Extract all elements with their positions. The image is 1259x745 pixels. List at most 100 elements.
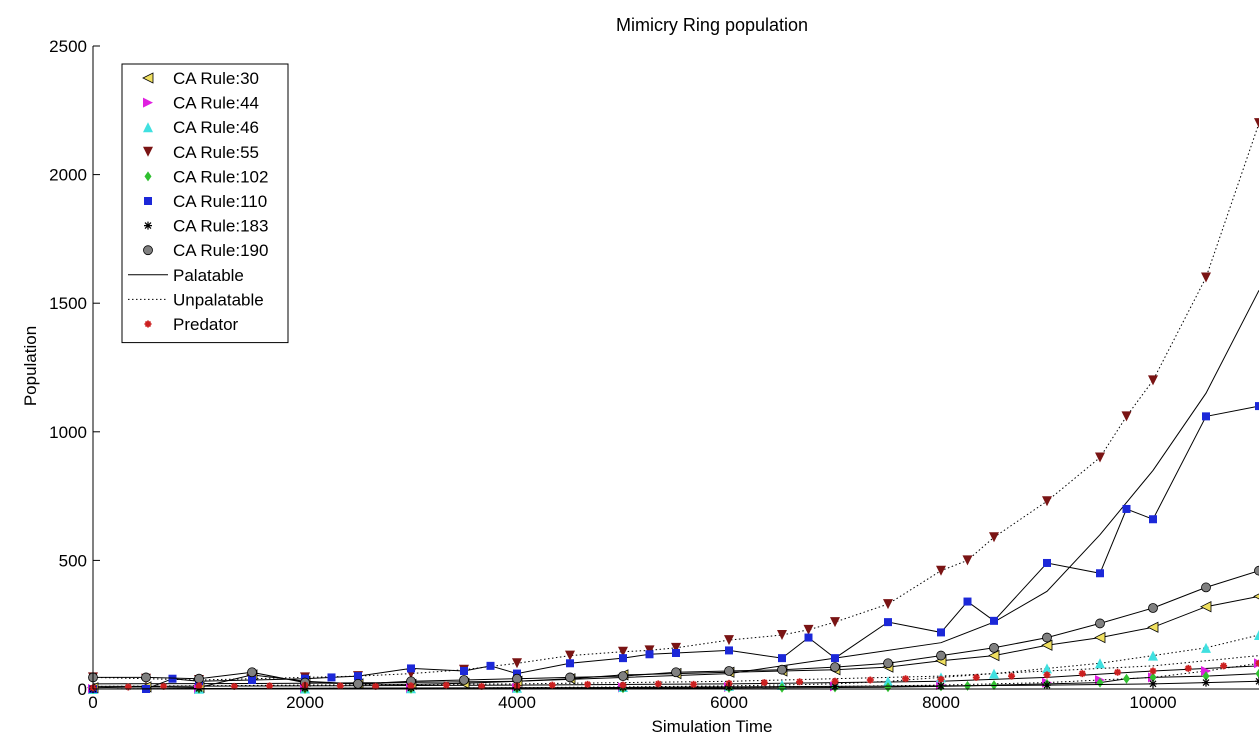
data-point-ca-rule-102 [778,682,786,693]
data-point-predator [796,678,804,686]
legend-label: Unpalatable [173,290,264,309]
legend: CA Rule:30 CA Rule:44 CA Rule:46 CA Rule:55… [121,63,289,344]
data-point-ca-rule-110 [884,618,892,627]
x-tick-label: 0 [88,693,97,712]
data-point-predator [1114,668,1122,676]
data-point-ca-rule-110 [460,666,468,675]
legend-marker-swatch [144,221,152,230]
data-point-ca-rule-190 [247,667,257,678]
data-point-ca-rule-183 [1043,681,1051,690]
background-line-0 [92,290,1259,685]
data-point-ca-rule-30 [988,649,1000,662]
data-point-ca-rule-190 [883,658,893,669]
y-tick-label: 1500 [49,294,87,313]
data-point-predator [195,682,203,690]
y-tick-label: 0 [78,680,87,699]
legend-label: CA Rule:102 [173,167,268,186]
legend-entry-ca-rule-55: CA Rule:55 [143,143,259,162]
data-point-ca-rule-46 [1095,658,1105,669]
x-axis-label: Simulation Time [652,717,773,736]
y-tick-label: 1000 [49,423,87,442]
series-ca-rule-110 [89,402,1259,693]
data-point-ca-rule-55 [830,617,840,628]
legend-marker-swatch [144,197,152,205]
data-point-ca-rule-55 [989,532,999,543]
data-point-predator [937,675,945,683]
data-point-ca-rule-44 [1201,665,1211,676]
data-point-ca-rule-102 [1202,671,1210,682]
data-point-ca-rule-102 [1255,668,1259,679]
data-point-ca-rule-46 [1254,629,1259,640]
data-point-ca-rule-110 [168,674,177,683]
data-point-ca-rule-55 [1201,272,1211,283]
legend-label: Predator [173,315,239,334]
data-point-ca-rule-30 [1094,631,1106,644]
data-point-ca-rule-110 [672,648,680,657]
data-point-ca-rule-46 [1042,663,1052,674]
data-point-predator [831,677,839,685]
data-point-ca-rule-55 [803,624,814,635]
data-point-predator [1149,667,1157,675]
data-point-ca-rule-102 [1123,673,1130,684]
legend-entry-palatable: Palatable [128,266,244,285]
data-point-predator [1184,664,1192,672]
series-line-ca-rule-110 [93,405,1259,690]
data-point-ca-rule-110 [831,654,839,663]
data-point-ca-rule-110 [248,675,256,684]
legend-entry-ca-rule-44: CA Rule:44 [143,94,259,113]
legend-label: CA Rule:183 [173,217,268,236]
data-point-ca-rule-190 [777,664,787,675]
legend-entry-ca-rule-102: CA Rule:102 [144,167,268,186]
data-point-ca-rule-183 [1255,677,1259,686]
data-point-ca-rule-55 [936,565,946,576]
data-point-ca-rule-190 [1148,603,1158,613]
data-point-ca-rule-55 [565,650,575,661]
data-point-ca-rule-110 [619,654,627,663]
series-line-ca-rule-190 [93,570,1259,685]
data-point-ca-rule-55 [1121,411,1132,422]
y-tick-label: 500 [59,551,87,570]
data-point-ca-rule-190 [512,673,522,684]
legend-marker-swatch [144,171,152,182]
x-tick-label: 8000 [922,693,960,712]
data-point-ca-rule-110 [1096,569,1104,578]
series-ca-rule-30 [87,593,1259,694]
legend-entry-ca-rule-46: CA Rule:46 [143,118,259,137]
data-point-ca-rule-110 [725,646,733,655]
legend-marker-swatch [142,72,154,84]
x-tick-label: 10000 [1129,693,1176,712]
data-point-ca-rule-110 [486,661,495,670]
data-point-ca-rule-110 [1043,558,1051,567]
legend-label: CA Rule:55 [173,143,259,162]
data-point-ca-rule-46 [883,676,893,687]
data-point-ca-rule-55 [962,555,973,566]
data-point-ca-rule-55 [777,629,787,640]
data-point-predator [760,679,768,687]
data-point-ca-rule-55 [618,646,628,657]
legend-marker-swatch [143,146,153,157]
data-point-ca-rule-46 [989,668,999,679]
data-point-ca-rule-110 [407,664,415,673]
data-point-ca-rule-30 [1147,621,1159,633]
data-point-ca-rule-110 [1202,412,1210,421]
data-point-ca-rule-183 [831,682,839,691]
legend-marker-swatch [143,245,153,256]
data-point-predator [124,683,132,691]
data-point-ca-rule-46 [1148,650,1158,661]
legend-entry-ca-rule-30: CA Rule:30 [142,69,259,88]
data-point-ca-rule-110 [354,672,362,681]
data-point-ca-rule-46 [1201,642,1211,653]
data-point-ca-rule-55 [512,658,522,669]
data-point-predator [478,682,486,690]
data-point-ca-rule-190 [671,667,681,678]
y-axis-label: Population [21,326,40,406]
data-point-predator [372,682,380,690]
legend-marker-swatch [143,122,153,133]
data-point-predator [690,680,698,688]
series-ca-rule-190 [88,565,1259,689]
data-point-predator [1008,672,1016,680]
data-point-ca-rule-110 [513,669,521,678]
data-point-predator [902,675,910,683]
data-point-ca-rule-110 [804,633,813,642]
data-point-ca-rule-55 [1095,452,1105,463]
